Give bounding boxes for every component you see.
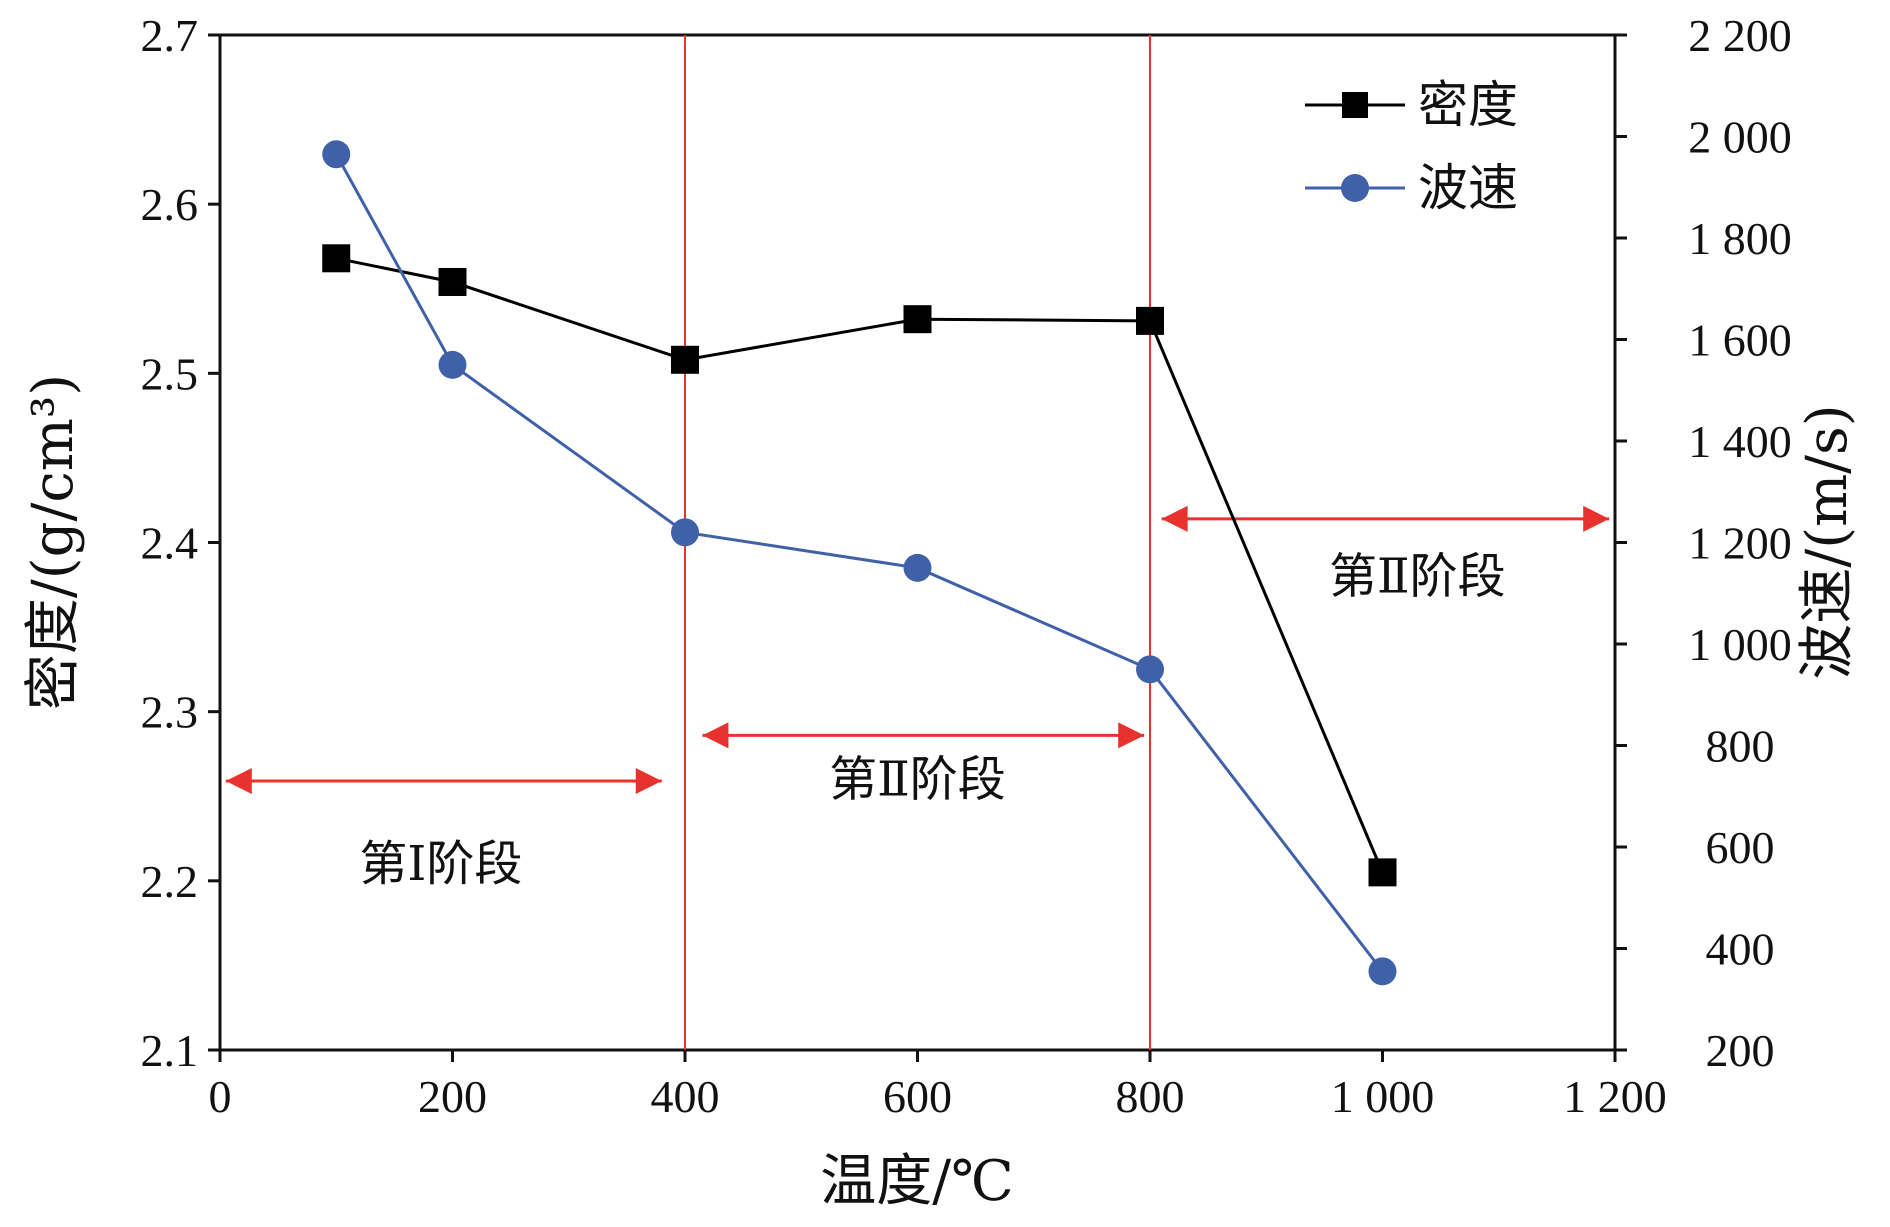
x-axis-title: 温度/℃ bbox=[820, 1149, 1014, 1214]
right-y-tick-label: 1 600 bbox=[1688, 315, 1792, 366]
legend-marker-velocity bbox=[1341, 174, 1369, 202]
right-y-tick-label: 1 000 bbox=[1688, 619, 1792, 670]
left-y-tick-label: 2.4 bbox=[141, 518, 199, 569]
right-y-tick-label: 200 bbox=[1706, 1025, 1775, 1076]
right-y-axis-ticks: 200 400 600 800 1 000 1 200 1 400 1 600 1 800 2 0… bbox=[1615, 10, 1792, 1076]
velocity-point bbox=[1136, 655, 1164, 684]
velocity-point bbox=[903, 553, 932, 582]
left-y-tick-label: 2.6 bbox=[141, 179, 199, 230]
series-layer bbox=[322, 140, 1397, 986]
density-point bbox=[438, 267, 467, 296]
x-axis-ticks: 0 200 400 600 800 1 000 1 200 bbox=[209, 1050, 1667, 1122]
right-y-tick-label: 2 200 bbox=[1688, 10, 1792, 61]
x-tick-label: 800 bbox=[1116, 1071, 1185, 1122]
stage-label: 第Ⅱ阶段 bbox=[1329, 548, 1506, 604]
right-y-tick-label: 1 400 bbox=[1688, 416, 1792, 467]
x-tick-label: 600 bbox=[883, 1071, 952, 1122]
series-line-velocity bbox=[334, 153, 1384, 973]
density-point bbox=[1136, 306, 1164, 335]
velocity-point bbox=[671, 518, 699, 547]
left-y-tick-label: 2.5 bbox=[141, 348, 199, 399]
left-y-tick-label: 2.7 bbox=[141, 10, 199, 61]
velocity-point bbox=[1368, 957, 1397, 986]
density-point bbox=[903, 305, 932, 334]
right-y-tick-label: 800 bbox=[1706, 721, 1775, 772]
legend: 密度 波速 bbox=[1305, 76, 1518, 217]
stage-label: 第Ⅱ阶段 bbox=[829, 751, 1006, 807]
x-tick-label: 400 bbox=[651, 1071, 720, 1122]
left-y-tick-label: 2.2 bbox=[141, 856, 199, 907]
right-y-axis-title: 波速/(m/s) bbox=[1795, 404, 1860, 679]
right-y-tick-label: 1 800 bbox=[1688, 213, 1792, 264]
stage-label: 第Ⅰ阶段 bbox=[359, 836, 522, 892]
left-y-tick-label: 2.3 bbox=[141, 687, 199, 738]
legend-marker-density bbox=[1342, 92, 1368, 118]
density-point bbox=[1368, 858, 1397, 887]
right-y-tick-label: 1 200 bbox=[1688, 518, 1792, 569]
x-tick-label: 1 200 bbox=[1563, 1071, 1667, 1122]
right-y-tick-label: 400 bbox=[1706, 924, 1775, 975]
x-tick-label: 200 bbox=[418, 1071, 487, 1122]
density-point bbox=[671, 345, 699, 374]
x-tick-label: 0 bbox=[209, 1071, 232, 1122]
left-y-tick-label: 2.1 bbox=[141, 1025, 199, 1076]
legend-label-velocity: 波速 bbox=[1418, 159, 1518, 217]
density-point bbox=[322, 244, 351, 273]
series-line-density bbox=[335, 256, 1384, 873]
right-y-tick-label: 2 000 bbox=[1688, 112, 1792, 163]
x-tick-label: 1 000 bbox=[1331, 1071, 1435, 1122]
right-y-tick-label: 600 bbox=[1706, 822, 1775, 873]
left-y-axis-title: 密度/(g/cm³) bbox=[21, 374, 86, 710]
velocity-point bbox=[438, 350, 467, 379]
plot-frame bbox=[218, 33, 1617, 1052]
velocity-point bbox=[322, 140, 351, 169]
left-y-axis-ticks: 2.1 2.2 2.3 2.4 2.5 2.6 2.7 bbox=[141, 10, 220, 1076]
legend-label-density: 密度 bbox=[1418, 76, 1518, 134]
